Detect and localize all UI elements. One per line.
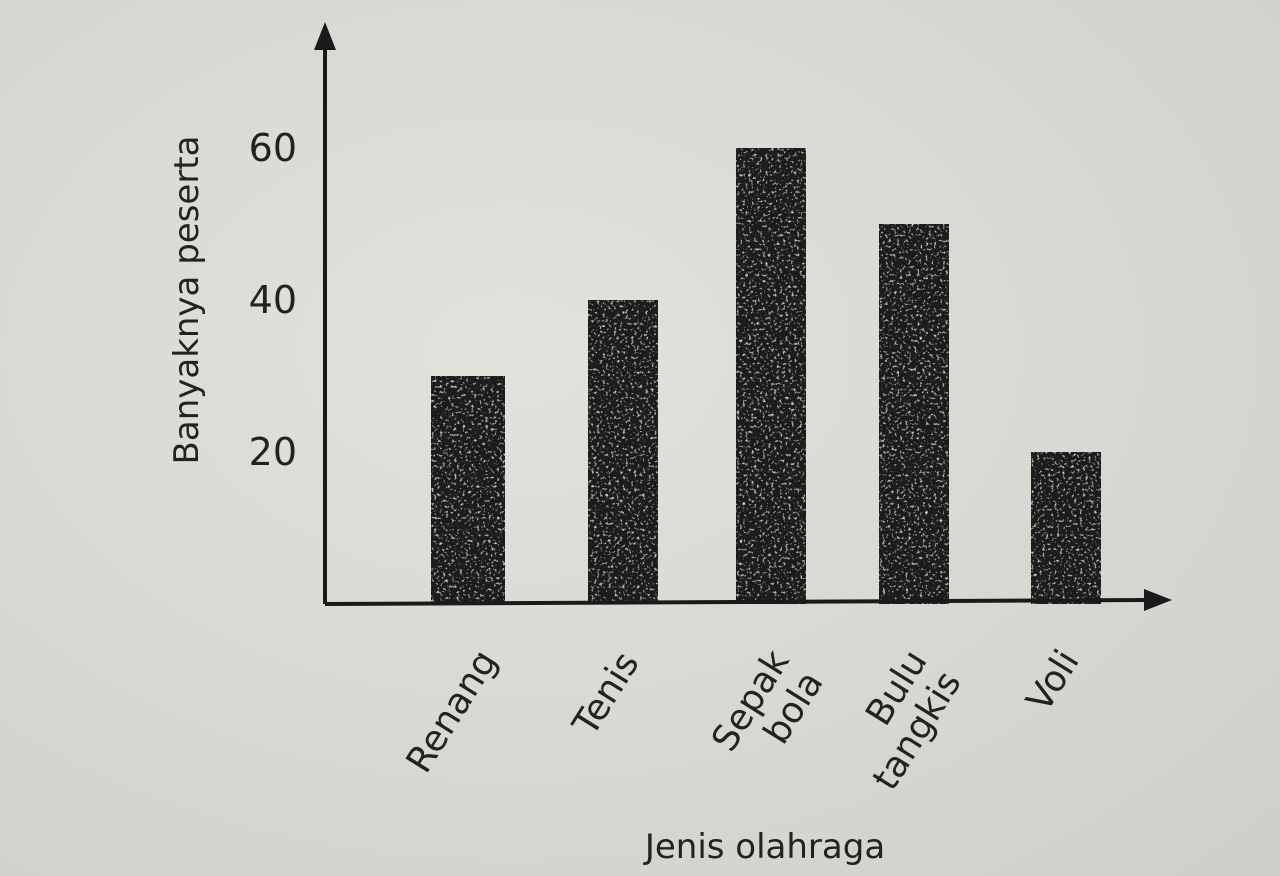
bar-bulu-tangkis — [879, 224, 949, 604]
bar-tenis — [588, 300, 658, 604]
y-axis-arrow — [314, 22, 336, 50]
y-tick-label: 40 — [249, 278, 297, 322]
x-category-label: Sepakbola — [704, 643, 831, 780]
x-category-label: Voli — [1019, 643, 1088, 719]
y-tick-label: 60 — [249, 126, 297, 170]
y-tick-label: 20 — [249, 430, 297, 474]
x-category-label: Bulutangkis — [831, 643, 969, 797]
x-category-label: Tenis — [565, 645, 648, 744]
bar-sepak-bola — [736, 148, 806, 604]
bar-voli — [1031, 452, 1101, 604]
x-axis-title: Jenis olahraga — [643, 827, 885, 867]
x-axis-line — [324, 598, 1151, 606]
bar-renang — [431, 376, 505, 604]
x-axis-arrow — [1144, 589, 1172, 611]
bars-group — [431, 148, 1101, 604]
x-category-labels: Renang Tenis Sepakbola Bulutangkis Voli — [399, 643, 1088, 798]
y-tick-labels: 20 40 60 — [249, 126, 297, 474]
x-category-label: Renang — [399, 643, 506, 780]
y-axis-title: Banyaknya peserta — [167, 136, 207, 465]
